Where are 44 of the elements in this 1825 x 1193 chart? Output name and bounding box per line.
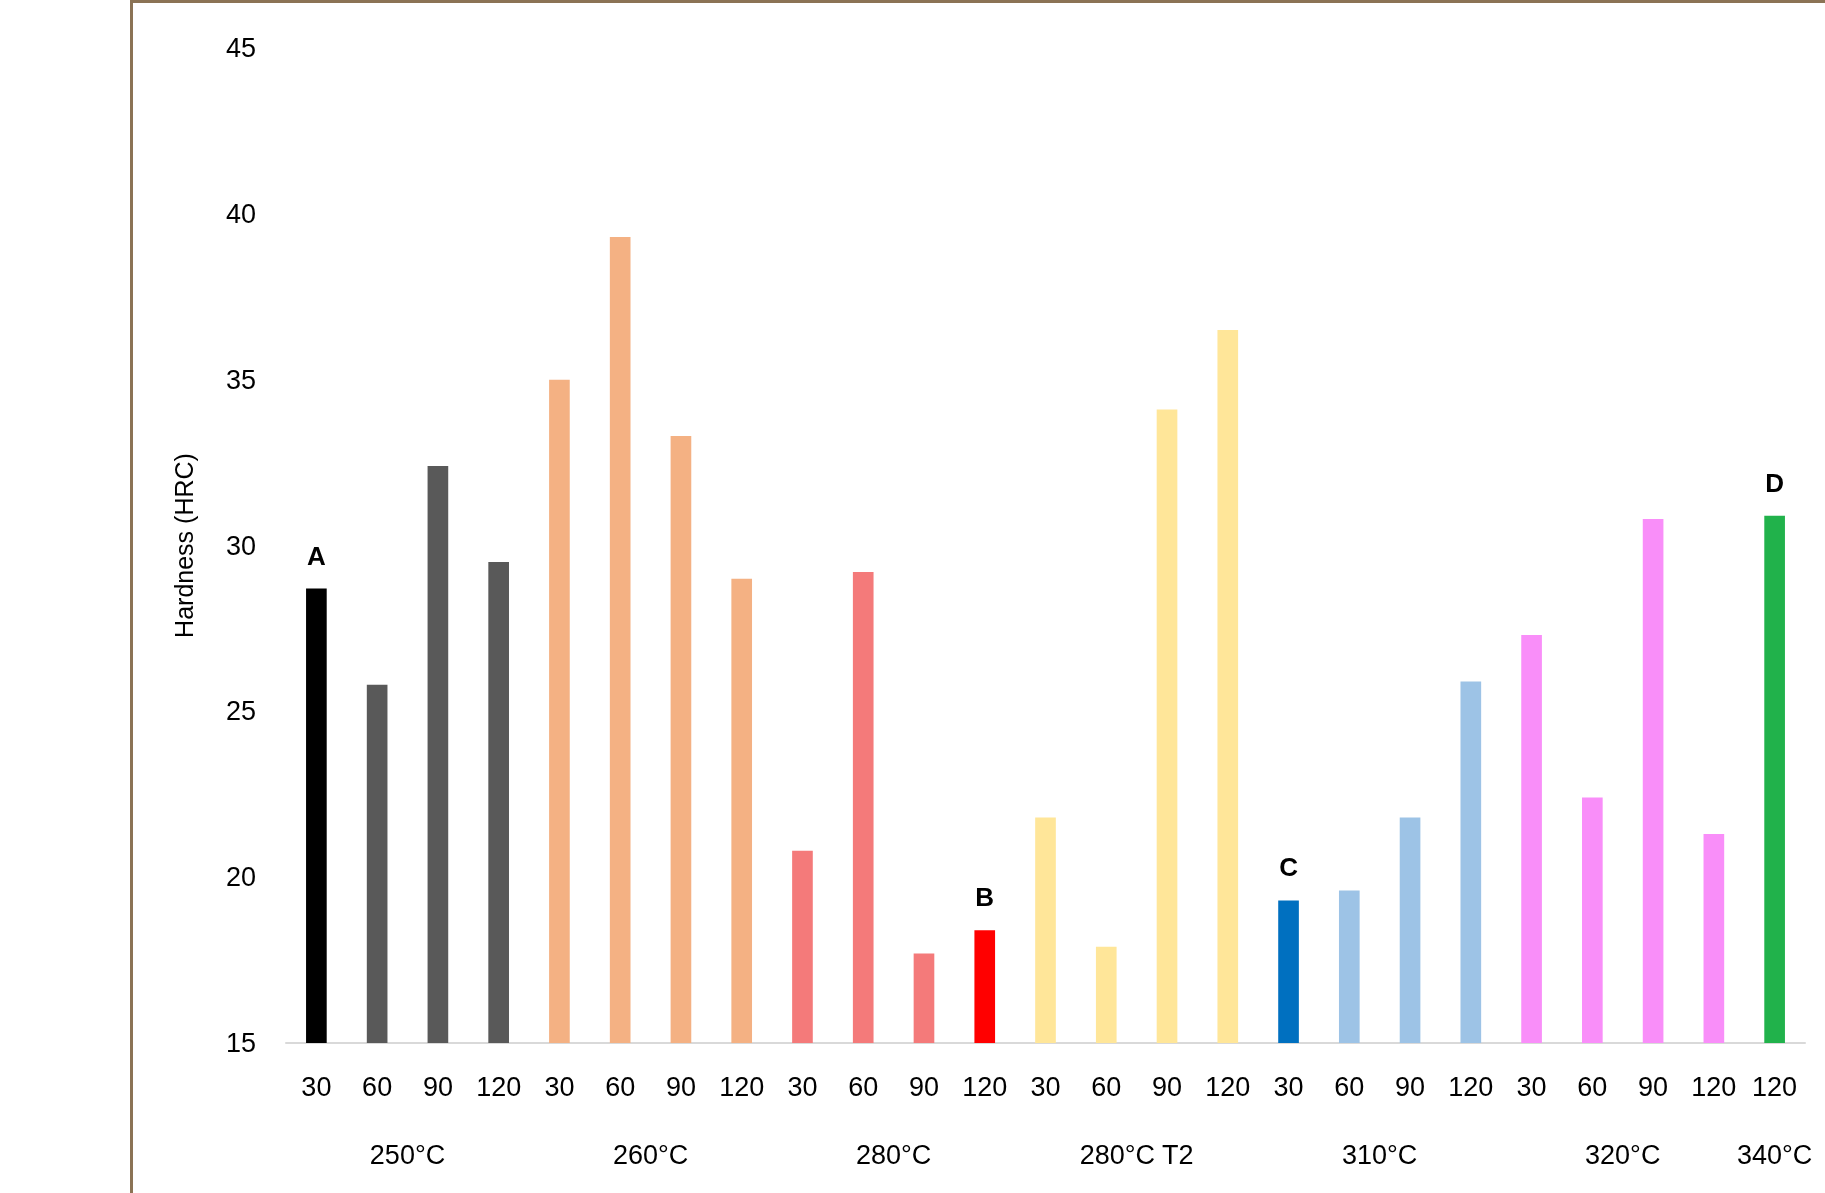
x-tick-label: 60 bbox=[605, 1071, 636, 1102]
data-label: C bbox=[1279, 852, 1299, 883]
y-tick-label: 20 bbox=[225, 862, 256, 893]
x-tick-label: 30 bbox=[1516, 1071, 1547, 1102]
y-tick-label: 30 bbox=[225, 530, 256, 561]
x-tick-label: 120 bbox=[1205, 1071, 1251, 1102]
x-tick-label: 90 bbox=[1395, 1071, 1426, 1102]
text: 340°C bbox=[1736, 1140, 1813, 1170]
x-tick-label: 120 bbox=[962, 1071, 1008, 1102]
y-axis-title: Hardness (HRC) bbox=[169, 453, 198, 638]
text: 260°C bbox=[612, 1140, 689, 1170]
text: 280°C bbox=[855, 1140, 932, 1170]
data-label: B bbox=[975, 882, 995, 913]
x-tick-label: 90 bbox=[1638, 1071, 1669, 1102]
x-tick-label: 60 bbox=[1577, 1071, 1608, 1102]
x-tick-label: 30 bbox=[1030, 1071, 1061, 1102]
x-tick-label: 30 bbox=[301, 1071, 332, 1102]
data-label: D bbox=[1765, 467, 1785, 498]
x-tick-label: 30 bbox=[1273, 1071, 1304, 1102]
y-tick-label: 45 bbox=[225, 33, 256, 63]
x-tick-label: 60 bbox=[1334, 1071, 1365, 1102]
text: 310°C bbox=[1342, 1140, 1418, 1170]
x-tick-label: 60 bbox=[848, 1071, 879, 1102]
x-tick-label: 90 bbox=[1152, 1071, 1183, 1102]
y-tick-label: 15 bbox=[225, 1028, 256, 1058]
text: 320°C bbox=[1585, 1140, 1661, 1170]
data-label: A bbox=[306, 540, 326, 571]
y-tick-label: 35 bbox=[225, 364, 256, 395]
x-tick-label: 90 bbox=[908, 1071, 939, 1102]
y-tick-label: 25 bbox=[225, 696, 256, 727]
text: 280°C T2 bbox=[1079, 1140, 1194, 1170]
x-tick-label: 120 bbox=[719, 1071, 765, 1102]
x-tick-label: 60 bbox=[362, 1071, 393, 1102]
x-tick-label: 30 bbox=[787, 1071, 818, 1102]
x-tick-label: 120 bbox=[1448, 1071, 1494, 1102]
x-tick-label: 120 bbox=[1752, 1071, 1798, 1102]
y-tick-label: 40 bbox=[225, 198, 256, 229]
x-tick-label: 90 bbox=[665, 1071, 696, 1102]
x-tick-label: 60 bbox=[1091, 1071, 1122, 1102]
x-tick-label: 120 bbox=[1691, 1071, 1737, 1102]
x-tick-label: 30 bbox=[544, 1071, 575, 1102]
x-tick-label: 120 bbox=[476, 1071, 522, 1102]
x-tick-label: 90 bbox=[422, 1071, 453, 1102]
text: 250°C bbox=[369, 1140, 446, 1170]
